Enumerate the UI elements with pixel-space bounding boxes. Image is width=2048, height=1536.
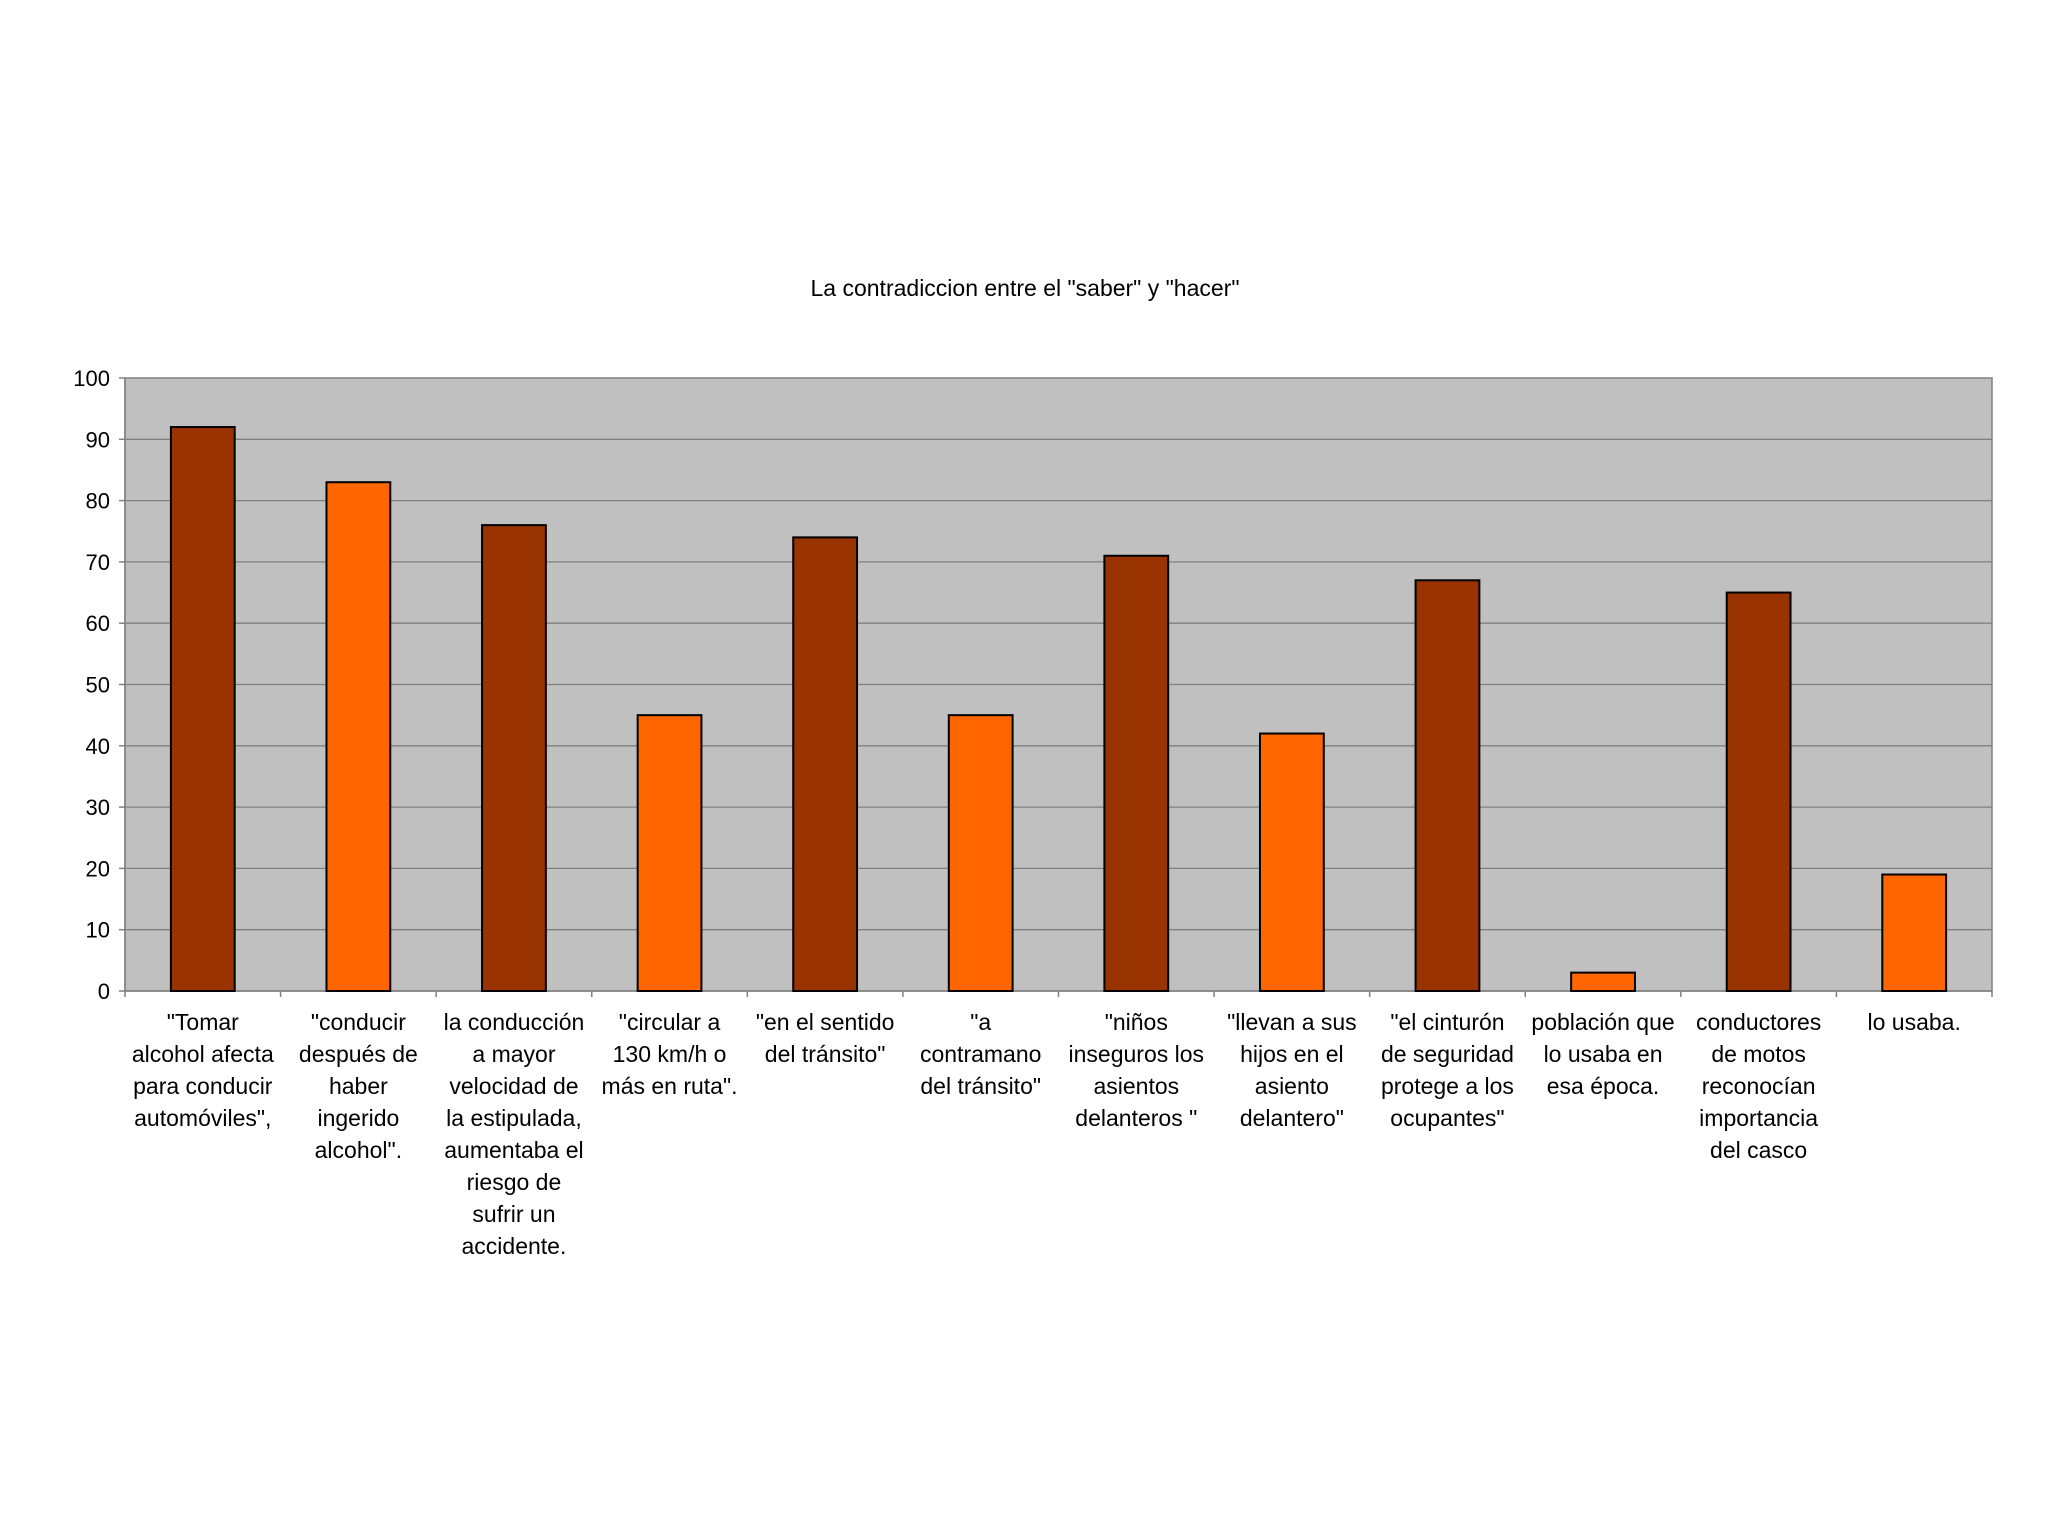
y-tick-label: 0: [98, 979, 110, 1004]
x-category-label: "circular a 130 km/h o más en ruta".: [602, 1009, 738, 1099]
x-category-label-line: "circular a: [619, 1009, 721, 1035]
x-category-label-line: población que: [1531, 1009, 1674, 1035]
x-category-label-line: alcohol afecta: [132, 1041, 274, 1067]
y-tick-label: 50: [86, 673, 110, 698]
x-category-label-line: contramano: [920, 1041, 1041, 1067]
x-category-label-line: de motos: [1711, 1041, 1806, 1067]
x-category-label-line: "en el sentido: [756, 1009, 895, 1035]
bar-12: [1881, 873, 1948, 993]
x-category-label: lo usaba.: [1868, 1009, 1961, 1035]
y-axis-tick-labels: 0 10 20 30 40 50 60 70 80 90 100: [73, 366, 110, 1004]
x-category-label-line: ocupantes": [1390, 1105, 1504, 1131]
x-category-label: "niños inseguros los asientos delanteros ": [1069, 1009, 1205, 1131]
y-tick-label: 10: [86, 918, 110, 943]
bar-2: [325, 481, 392, 992]
x-category-label-line: del tránsito": [765, 1041, 886, 1067]
x-category-label: "conducir después de haber ingerido alcohol"…: [299, 1009, 418, 1163]
x-axis-category-labels: "Tomar alcohol afecta para conducir automóv…: [132, 1009, 1961, 1259]
bar-9: [1414, 579, 1481, 992]
bar-3: [481, 524, 547, 992]
x-category-label-line: conductores: [1696, 1009, 1821, 1035]
x-category-label: "el cinturón de seguridad protege a los ocu…: [1381, 1009, 1514, 1131]
x-category-label-line: haber: [329, 1073, 388, 1099]
x-category-label-line: "a: [970, 1009, 991, 1035]
x-category-label-line: "conducir: [311, 1009, 406, 1035]
y-tick-label: 40: [86, 734, 110, 759]
x-category-label-line: delanteros ": [1075, 1105, 1197, 1131]
bar-1: [169, 426, 236, 993]
x-category-label-line: "niños: [1105, 1009, 1168, 1035]
x-category-label-line: asientos: [1093, 1073, 1179, 1099]
x-category-label-line: automóviles",: [134, 1105, 271, 1131]
x-category-label-line: "Tomar: [167, 1009, 239, 1035]
x-category-label-line: 130 km/h o: [613, 1041, 727, 1067]
x-category-label: población que lo usaba en esa época.: [1531, 1009, 1674, 1099]
axes: [124, 378, 1993, 997]
x-category-label-line: reconocían: [1702, 1073, 1816, 1099]
x-category-label-line: alcohol".: [315, 1137, 402, 1163]
y-tick-label: 60: [86, 611, 110, 636]
bar-8: [1258, 732, 1325, 992]
y-tick-label: 90: [86, 427, 110, 452]
x-category-label: "a contramano del tránsito": [920, 1009, 1041, 1099]
x-category-label: "en el sentido del tránsito": [756, 1009, 895, 1067]
y-tick-label: 80: [86, 489, 110, 514]
bars: [169, 426, 1948, 993]
bar-10: [1570, 971, 1636, 992]
x-category-label: "llevan a sus hijos en el asiento delantero…: [1227, 1009, 1357, 1131]
x-category-label-line: lo usaba.: [1868, 1009, 1961, 1035]
x-category-label-line: más en ruta".: [602, 1073, 738, 1099]
x-category-label-line: "llevan a sus: [1227, 1009, 1357, 1035]
gridlines: [119, 377, 1992, 992]
x-category-label: "Tomar alcohol afecta para conducir automóv…: [132, 1009, 274, 1131]
x-category-label-line: para conducir: [133, 1073, 273, 1099]
x-category-label-line: esa época.: [1547, 1073, 1660, 1099]
x-category-label-line: lo usaba en: [1544, 1041, 1663, 1067]
y-tick-label: 100: [73, 366, 110, 391]
x-category-label-line: aumentaba el: [444, 1137, 583, 1163]
x-category-label-line: a mayor: [472, 1041, 555, 1067]
x-category-label-line: riesgo de: [467, 1169, 562, 1195]
y-tick-label: 30: [86, 795, 110, 820]
bar-11: [1725, 591, 1792, 992]
x-category-label-line: asiento: [1255, 1073, 1329, 1099]
x-category-label-line: hijos en el: [1240, 1041, 1344, 1067]
x-category-label-line: importancia: [1699, 1105, 1818, 1131]
x-category-label-line: protege a los: [1381, 1073, 1514, 1099]
x-category-label-line: accidente.: [462, 1233, 567, 1259]
x-category-label-line: del tránsito": [920, 1073, 1041, 1099]
x-category-label-line: la conducción: [444, 1009, 585, 1035]
x-category-label-line: "el cinturón: [1390, 1009, 1504, 1035]
x-category-label-line: ingerido: [317, 1105, 399, 1131]
x-category-label: conductores de motos reconocían importancia…: [1696, 1009, 1821, 1163]
x-category-label-line: después de: [299, 1041, 418, 1067]
y-tick-label: 70: [86, 550, 110, 575]
chart-title: La contradiccion entre el "saber" y "hac…: [811, 275, 1240, 301]
x-category-label-line: la estipulada,: [446, 1105, 582, 1131]
x-category-label-line: velocidad de: [449, 1073, 578, 1099]
x-category-label-line: del casco: [1710, 1137, 1807, 1163]
y-tick-label: 20: [86, 856, 110, 881]
x-category-label-line: inseguros los: [1069, 1041, 1205, 1067]
bar-4: [636, 714, 703, 993]
x-category-label-line: delantero": [1240, 1105, 1344, 1131]
x-category-label-line: de seguridad: [1381, 1041, 1514, 1067]
bar-5: [792, 536, 859, 992]
x-category-label-line: sufrir un: [472, 1201, 555, 1227]
bar-7: [1103, 554, 1170, 993]
x-category-label: la conducción a mayor velocidad de la estip…: [444, 1009, 585, 1259]
bar-6: [947, 714, 1014, 993]
